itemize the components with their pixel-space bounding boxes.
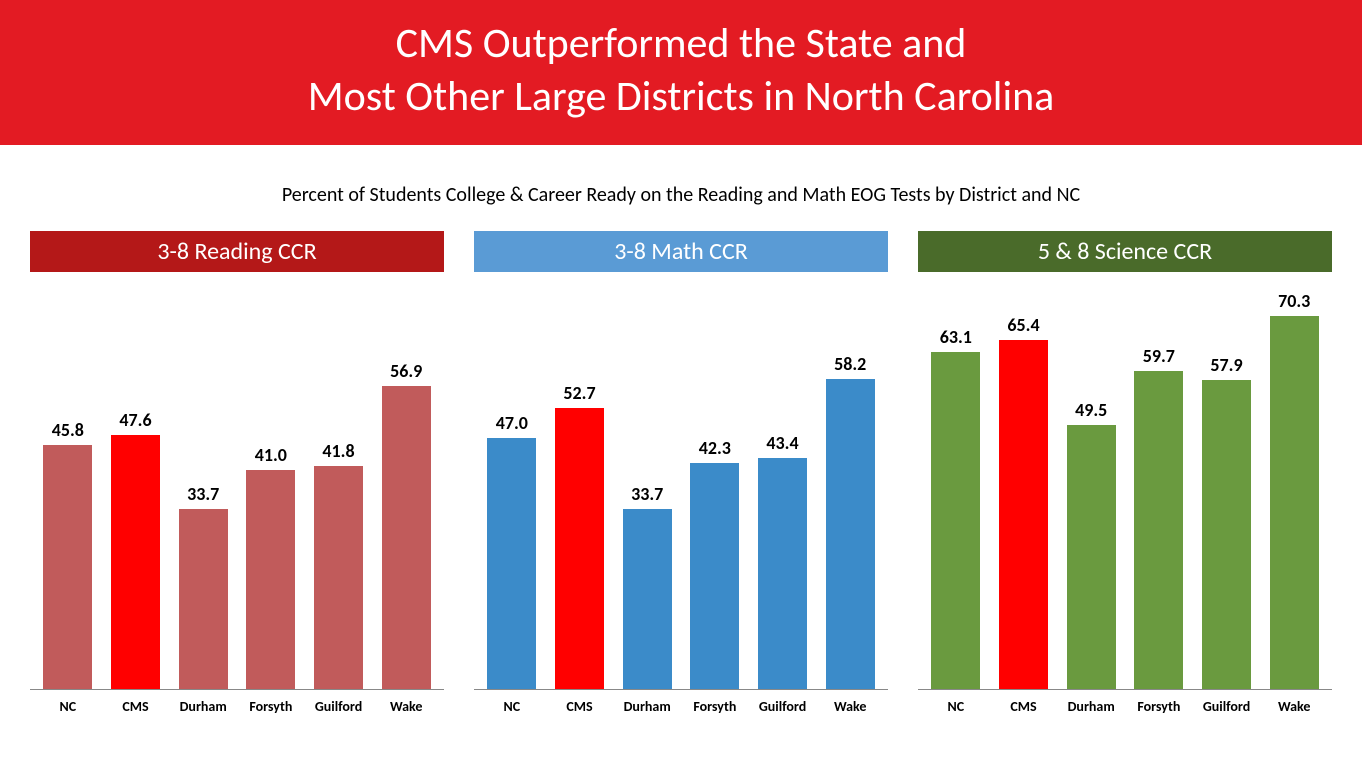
bar-value-label: 47.0 <box>496 412 528 434</box>
x-label: Durham <box>169 698 237 715</box>
x-labels-math: NC CMS Durham Forsyth Guilford Wake <box>474 698 888 715</box>
x-label: CMS <box>990 698 1058 715</box>
bar-slot: 41.0 <box>237 290 305 689</box>
panel-title-science: 5 & 8 Science CCR <box>918 231 1332 272</box>
bar-value-label: 42.3 <box>699 437 731 459</box>
chart-panel-science: 5 & 8 Science CCR 63.1 65.4 49.5 59.7 57… <box>918 231 1332 715</box>
bar-rect <box>999 340 1048 689</box>
x-label: Forsyth <box>237 698 305 715</box>
bar-slot: 33.7 <box>169 290 237 689</box>
bar-slot: 45.8 <box>34 290 102 689</box>
bar-value-label: 49.5 <box>1075 399 1107 421</box>
bar-slot: 56.9 <box>372 290 440 689</box>
x-label: Durham <box>1057 698 1125 715</box>
bar-rect <box>179 509 228 689</box>
bar-value-label: 70.3 <box>1278 290 1310 312</box>
bar-slot: 63.1 <box>922 290 990 689</box>
x-label: NC <box>478 698 546 715</box>
bar-slot: 47.0 <box>478 290 546 689</box>
x-labels-reading: NC CMS Durham Forsyth Guilford Wake <box>30 698 444 715</box>
bar-rect <box>43 445 92 689</box>
bar-value-label: 59.7 <box>1143 345 1175 367</box>
bar-value-label: 33.7 <box>631 483 663 505</box>
header-title-line2: Most Other Large Districts in North Caro… <box>0 71 1362 124</box>
bar-rect <box>758 458 807 689</box>
header-title-line1: CMS Outperformed the State and <box>0 18 1362 71</box>
header-banner: CMS Outperformed the State and Most Othe… <box>0 0 1362 145</box>
bar-value-label: 56.9 <box>390 360 422 382</box>
bar-slot: 59.7 <box>1125 290 1193 689</box>
x-label: Forsyth <box>681 698 749 715</box>
bar-slot: 58.2 <box>816 290 884 689</box>
bar-rect <box>487 438 536 689</box>
bar-slot: 41.8 <box>305 290 373 689</box>
bar-slot: 33.7 <box>613 290 681 689</box>
x-label: NC <box>922 698 990 715</box>
bar-value-label: 45.8 <box>52 419 84 441</box>
x-label: NC <box>34 698 102 715</box>
bar-rect <box>623 509 672 689</box>
bar-rect <box>1067 425 1116 689</box>
bar-value-label: 58.2 <box>834 353 866 375</box>
x-label: CMS <box>546 698 614 715</box>
bar-rect <box>1270 316 1319 689</box>
bar-value-label: 65.4 <box>1007 314 1039 336</box>
bar-rect <box>382 386 431 689</box>
chart-panel-math: 3-8 Math CCR 47.0 52.7 33.7 42.3 43.4 58… <box>474 231 888 715</box>
bar-value-label: 52.7 <box>563 382 595 404</box>
bar-rect <box>1202 380 1251 689</box>
panel-title-math: 3-8 Math CCR <box>474 231 888 272</box>
bar-value-label: 41.8 <box>322 440 354 462</box>
x-label: Durham <box>613 698 681 715</box>
bar-rect <box>246 470 295 689</box>
bar-slot: 65.4 <box>990 290 1058 689</box>
chart-panel-reading: 3-8 Reading CCR 45.8 47.6 33.7 41.0 41.8… <box>30 231 444 715</box>
bars-area-science: 63.1 65.4 49.5 59.7 57.9 70.3 <box>918 290 1332 690</box>
bar-slot: 43.4 <box>749 290 817 689</box>
charts-row: 3-8 Reading CCR 45.8 47.6 33.7 41.0 41.8… <box>0 231 1362 715</box>
bar-value-label: 41.0 <box>255 444 287 466</box>
bar-slot: 47.6 <box>102 290 170 689</box>
x-label: Guilford <box>305 698 373 715</box>
bar-slot: 52.7 <box>546 290 614 689</box>
bar-value-label: 63.1 <box>940 326 972 348</box>
bar-value-label: 33.7 <box>187 483 219 505</box>
x-label: Guilford <box>1193 698 1261 715</box>
bar-rect <box>690 463 739 689</box>
bar-rect <box>931 352 980 689</box>
bar-value-label: 47.6 <box>119 409 151 431</box>
x-label: Wake <box>372 698 440 715</box>
x-labels-science: NC CMS Durham Forsyth Guilford Wake <box>918 698 1332 715</box>
panel-title-reading: 3-8 Reading CCR <box>30 231 444 272</box>
bar-rect <box>826 379 875 689</box>
x-label: Forsyth <box>1125 698 1193 715</box>
bar-value-label: 43.4 <box>766 432 798 454</box>
x-label: CMS <box>102 698 170 715</box>
bar-rect <box>111 435 160 689</box>
bar-rect <box>1134 371 1183 689</box>
bar-rect <box>314 466 363 689</box>
x-label: Wake <box>816 698 884 715</box>
bar-slot: 49.5 <box>1057 290 1125 689</box>
bar-value-label: 57.9 <box>1210 354 1242 376</box>
bars-area-math: 47.0 52.7 33.7 42.3 43.4 58.2 <box>474 290 888 690</box>
bar-slot: 42.3 <box>681 290 749 689</box>
x-label: Wake <box>1260 698 1328 715</box>
bar-rect <box>555 408 604 689</box>
bars-area-reading: 45.8 47.6 33.7 41.0 41.8 56.9 <box>30 290 444 690</box>
bar-slot: 57.9 <box>1193 290 1261 689</box>
subtitle-text: Percent of Students College & Career Rea… <box>0 183 1362 207</box>
x-label: Guilford <box>749 698 817 715</box>
bar-slot: 70.3 <box>1260 290 1328 689</box>
